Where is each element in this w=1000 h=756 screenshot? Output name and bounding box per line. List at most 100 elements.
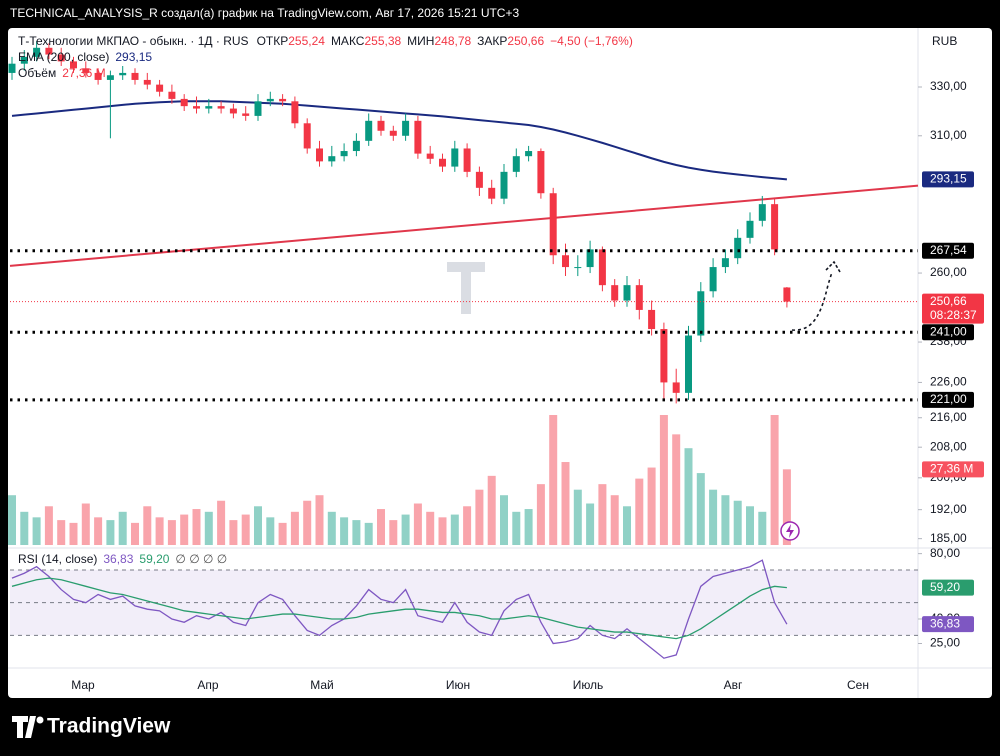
volume-bar — [770, 415, 779, 545]
ema-badge-label: 293,15 — [930, 172, 967, 186]
candle-body — [475, 171, 483, 188]
rsi-extra: ∅ ∅ ∅ ∅ — [175, 552, 227, 566]
candle-body — [697, 291, 705, 336]
x-tick-label: Мар — [71, 678, 95, 692]
candle-body — [316, 148, 323, 162]
candle-body — [586, 249, 594, 268]
candle-body — [685, 335, 692, 393]
candle-body — [574, 267, 582, 269]
currency: RUB — [932, 34, 957, 48]
candle-body — [672, 382, 680, 393]
y-tick-label: 216,00 — [930, 410, 967, 424]
volume-bar — [217, 500, 226, 545]
chart-card — [8, 28, 992, 698]
ema-name: EMA (200, close) — [18, 50, 109, 64]
projection-arrow — [791, 271, 833, 331]
candle-body — [303, 123, 311, 149]
rsi-title: RSI (14, close) — [18, 552, 97, 566]
candle-body — [94, 72, 102, 80]
volume-bar — [536, 484, 545, 545]
candle-body — [57, 54, 65, 62]
volume-bar — [44, 506, 53, 545]
volume-bar — [746, 506, 754, 545]
last-price-badge — [922, 293, 984, 324]
rsi-ma-value: 59,20 — [139, 552, 169, 566]
candle-body — [279, 98, 287, 102]
ohlc-name: МАКС — [331, 34, 365, 48]
candle-body — [500, 171, 508, 199]
volume-bar — [266, 517, 275, 545]
volume-bar — [438, 517, 447, 545]
volume-bar — [229, 520, 238, 545]
candle-body — [82, 68, 90, 73]
volume-bar — [684, 448, 693, 545]
logo-icon — [12, 716, 36, 738]
rsi-badge — [922, 579, 974, 596]
volume-bar — [389, 520, 398, 545]
volume-bar — [315, 495, 324, 545]
candle-body — [168, 91, 176, 99]
candle-body — [143, 79, 151, 85]
candle-body — [463, 148, 471, 172]
y-tick-label: 80,00 — [930, 546, 960, 560]
volume-bar — [94, 517, 103, 545]
volume-bar — [659, 415, 668, 545]
candle-body — [352, 140, 360, 152]
volume-badge-label: 27,36 M — [930, 461, 973, 475]
volume-badge — [922, 461, 984, 478]
candle-body — [549, 193, 557, 256]
volume-bar — [586, 503, 595, 545]
candle-body — [217, 106, 225, 109]
volume-value: 27,36 M — [62, 66, 105, 80]
ohlc-value: 250,66 — [507, 34, 544, 48]
volume-legend: Объём 27,36 M — [18, 66, 106, 80]
volume-bar — [696, 473, 705, 545]
y-tick-label: 192,00 — [930, 502, 967, 516]
candle-body — [611, 285, 619, 301]
y-tick-label: 185,00 — [930, 531, 967, 545]
volume-bar — [487, 475, 496, 545]
volume-bar — [709, 489, 718, 545]
volume-bar — [20, 511, 29, 545]
x-tick-label: Июль — [573, 678, 604, 692]
volume-bar — [573, 489, 582, 545]
volume-bar — [635, 478, 644, 545]
level-badge — [922, 242, 974, 259]
candle-body — [537, 151, 545, 194]
logo-text: TradingView — [47, 715, 171, 738]
ohlc-value: 255,24 — [288, 34, 325, 48]
candle-body — [377, 120, 385, 131]
rsi-value: 36,83 — [103, 552, 133, 566]
candle-body — [402, 120, 410, 136]
level-badge — [922, 324, 974, 341]
candle-body — [414, 120, 422, 154]
candle-body — [328, 156, 336, 162]
volume-bar — [733, 500, 742, 545]
candle-body — [451, 148, 459, 167]
volume-bar — [561, 462, 570, 545]
rsi-badge-label: 36,83 — [930, 616, 960, 630]
candle-body — [365, 120, 373, 141]
candle-body — [131, 72, 139, 80]
volume-bar — [57, 520, 66, 545]
volume-bar — [364, 522, 373, 545]
logo-dot — [36, 716, 44, 724]
candle-body — [156, 84, 164, 92]
candle-body — [119, 72, 127, 76]
volume-bar — [290, 511, 299, 545]
ema-line — [11, 100, 787, 181]
footer-logo: TradingView — [12, 715, 171, 738]
x-tick-label: Май — [310, 678, 334, 692]
candle-body — [598, 249, 606, 286]
level-label: 241,00 — [930, 324, 967, 338]
candle-body — [45, 47, 53, 55]
ohlc-name: МИН — [407, 34, 434, 48]
arrow-head — [825, 260, 841, 273]
rsi-band-fill — [10, 569, 918, 636]
watermark-logo — [447, 262, 485, 314]
volume-bar — [598, 484, 607, 545]
volume-bar — [463, 506, 472, 545]
volume-bar — [549, 415, 558, 545]
candle-body — [512, 156, 520, 172]
candle-body — [660, 329, 668, 383]
